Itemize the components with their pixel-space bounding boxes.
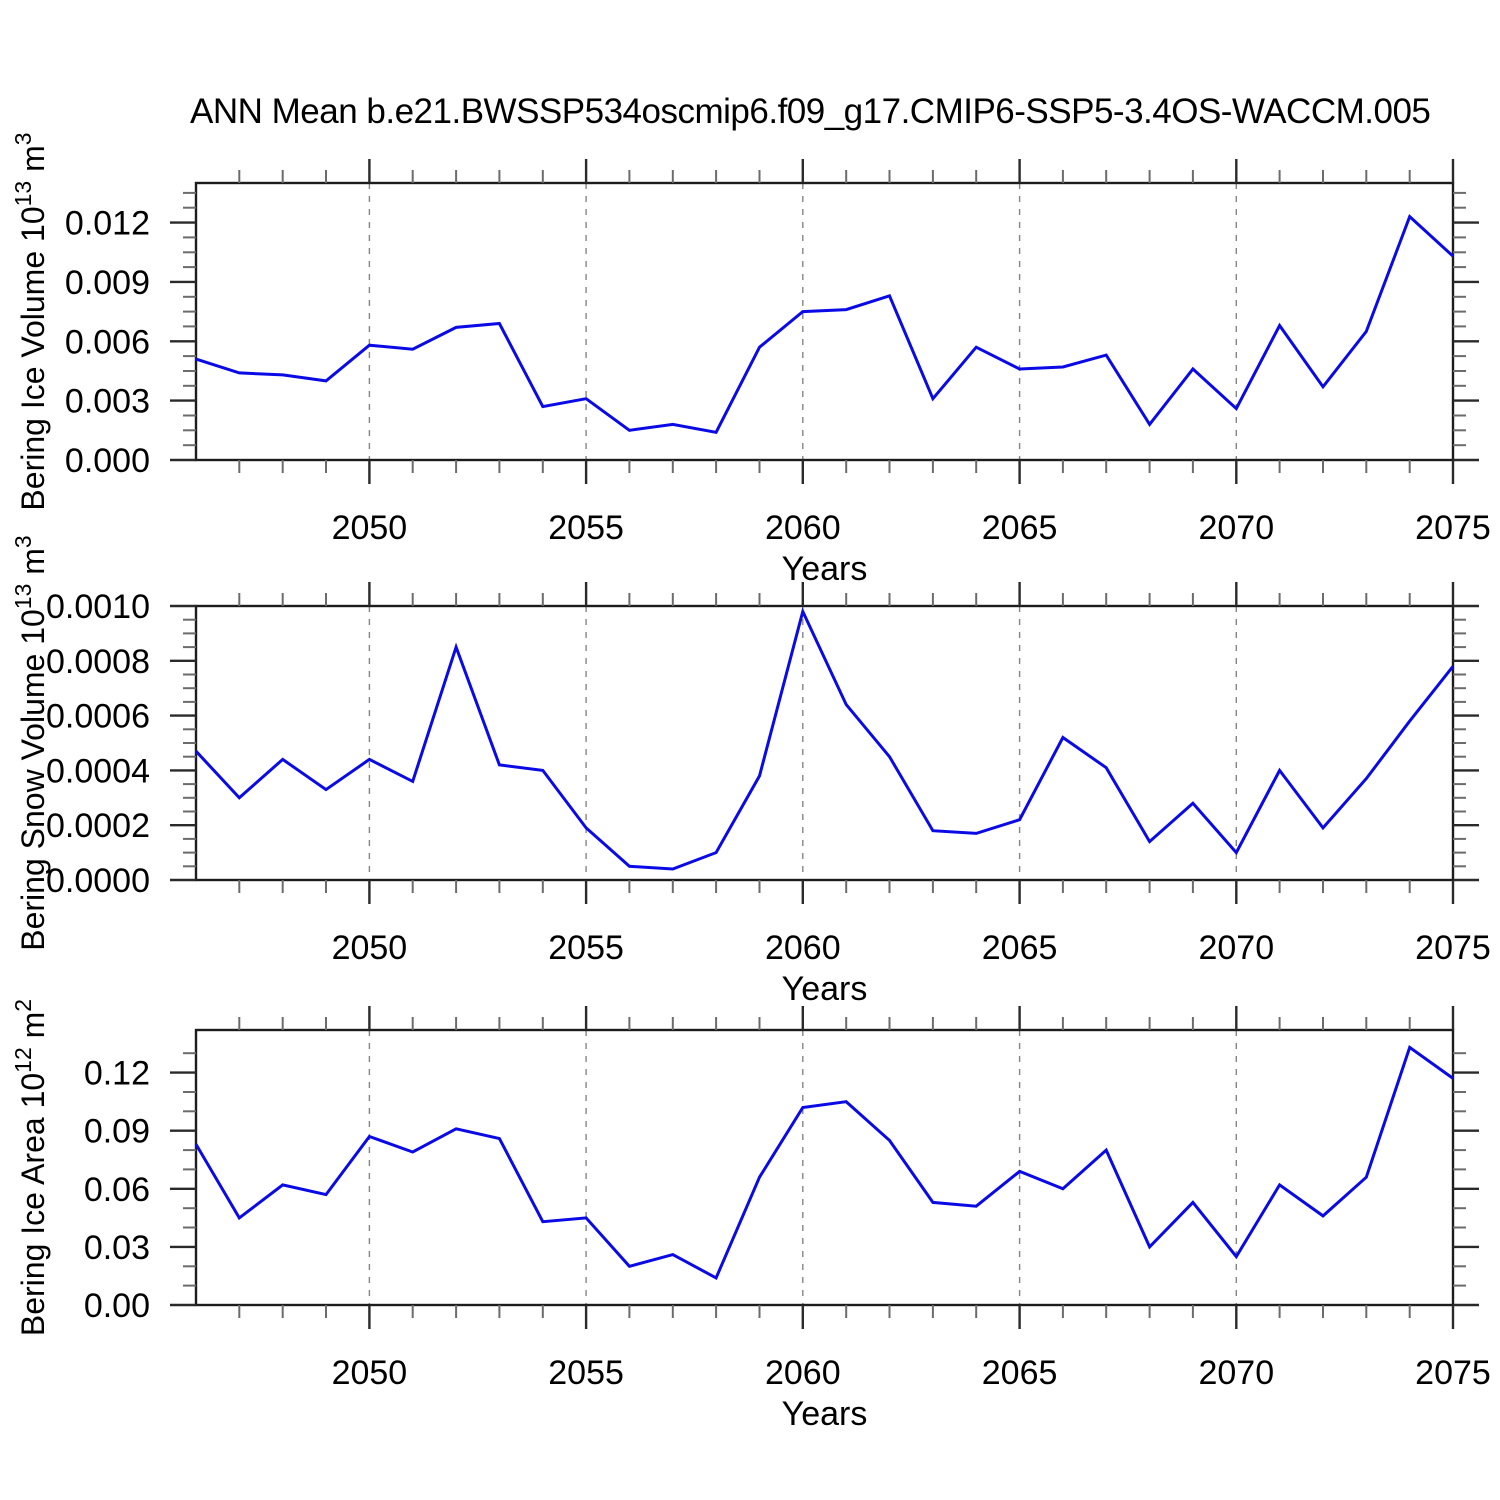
ice-area-x-tick-label: 2075 bbox=[1415, 1354, 1491, 1392]
snow-volume-series-line bbox=[194, 607, 1455, 871]
snow-volume-y-tick-label: 0.0000 bbox=[46, 862, 150, 900]
snow-volume-y-tick-label: 0.0008 bbox=[46, 643, 150, 681]
ice-area-series-line bbox=[194, 1044, 1454, 1280]
ice-volume-y-tick-label: 0.006 bbox=[65, 323, 150, 361]
ice-area-y-axis-title: Bering Ice Area 1012 m2 bbox=[10, 999, 51, 1336]
ice-area-y-tick-label: 0.00 bbox=[84, 1287, 150, 1325]
snow-volume-x-axis-title: Years bbox=[782, 970, 868, 1008]
ice-volume-x-tick-label: 2060 bbox=[765, 509, 841, 547]
snow-volume-frame bbox=[194, 604, 1455, 882]
ice-area-x-tick-label: 2055 bbox=[548, 1354, 624, 1392]
snow-volume-x-tick-label: 2055 bbox=[548, 929, 624, 967]
ice-volume-series-line bbox=[195, 213, 1455, 434]
ice-area-y-tick-label: 0.12 bbox=[84, 1055, 150, 1093]
ice-area-x-tick-label: 2065 bbox=[982, 1354, 1058, 1392]
ice-volume-x-tick-label: 2065 bbox=[982, 509, 1058, 547]
snow-volume-y-tick-label: 0.0004 bbox=[46, 752, 150, 790]
snow-volume-x-tick-label: 2050 bbox=[332, 929, 408, 967]
plot-snow-volume: 2050 2055 2060 2065 2070 2075 0.0000 0.0002 0.00… bbox=[10, 535, 1491, 1008]
plot-ice-volume: 2050 2055 2060 2065 2070 2075 0.000 0.003 0.006 0… bbox=[10, 132, 1491, 588]
ice-area-x-tick-label: 2060 bbox=[765, 1354, 841, 1392]
ice-area-x-tick-label: 2070 bbox=[1198, 1354, 1274, 1392]
ice-area-y-tick-label: 0.09 bbox=[84, 1113, 150, 1151]
ice-volume-x-tick-label: 2070 bbox=[1198, 509, 1274, 547]
ice-volume-x-tick-label: 2050 bbox=[332, 509, 408, 547]
plot-ice-area: 2050 2055 2060 2065 2070 2075 0.00 0.03 0.06 0.09… bbox=[10, 999, 1491, 1433]
ice-area-x-axis-title: Years bbox=[782, 1395, 868, 1433]
snow-volume-x-tick-label: 2060 bbox=[765, 929, 841, 967]
chart-title: ANN Mean b.e21.BWSSP534oscmip6.f09_g17.C… bbox=[190, 92, 1431, 131]
ice-area-y-tick-label: 0.06 bbox=[84, 1171, 150, 1209]
ice-area-frame bbox=[194, 1028, 1455, 1307]
ice-area-x-tick-label: 2050 bbox=[332, 1354, 408, 1392]
snow-volume-y-tick-label: 0.0010 bbox=[46, 588, 150, 626]
ice-volume-y-tick-label: 0.012 bbox=[65, 205, 150, 243]
ice-volume-x-axis-title: Years bbox=[782, 550, 868, 588]
ice-volume-frame bbox=[194, 181, 1455, 462]
ice-volume-y-axis-title: Bering Ice Volume 1013 m3 bbox=[10, 132, 51, 510]
ice-volume-y-tick-label: 0.000 bbox=[65, 442, 150, 480]
snow-volume-x-tick-label: 2075 bbox=[1415, 929, 1491, 967]
snow-volume-x-tick-label: 2070 bbox=[1198, 929, 1274, 967]
ice-volume-y-tick-label: 0.009 bbox=[65, 264, 150, 302]
ice-volume-y-tick-label: 0.003 bbox=[65, 383, 150, 421]
snow-volume-y-tick-label: 0.0002 bbox=[46, 807, 150, 845]
ice-volume-x-tick-label: 2055 bbox=[548, 509, 624, 547]
snow-volume-y-tick-label: 0.0006 bbox=[46, 698, 150, 736]
ice-area-y-tick-label: 0.03 bbox=[84, 1229, 150, 1267]
snow-volume-y-axis-title: Bering Snow Volume 1013 m3 bbox=[10, 535, 51, 950]
snow-volume-x-tick-label: 2065 bbox=[982, 929, 1058, 967]
ice-volume-x-tick-label: 2075 bbox=[1415, 509, 1491, 547]
